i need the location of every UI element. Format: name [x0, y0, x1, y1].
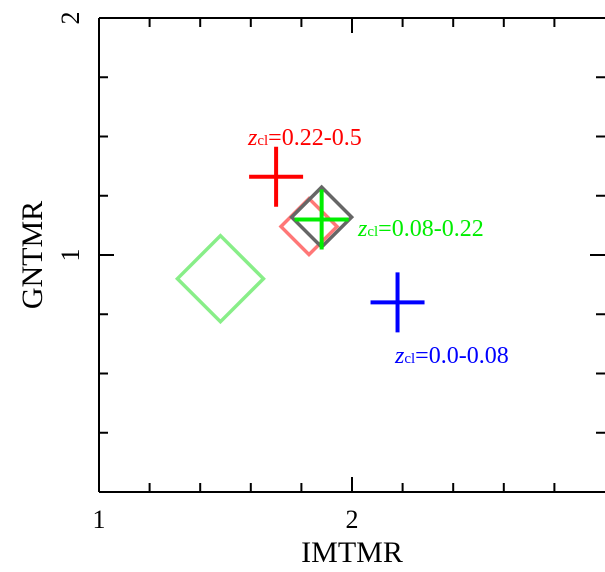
- series-label-range: =0.08-0.22: [378, 216, 484, 242]
- diamond-marker: [174, 233, 266, 325]
- y-axis-label: GNTMR: [16, 201, 49, 309]
- series-label: zcl=0.22-0.5: [247, 125, 362, 151]
- series-label: zcl=0.0-0.08: [394, 343, 509, 369]
- tick-labels: 1 2 1 2: [56, 12, 359, 535]
- x-axis-label: IMTMR: [301, 536, 403, 569]
- series-label-prefix: z: [394, 343, 405, 369]
- series-label: zcl=0.08-0.22: [357, 216, 484, 242]
- series-label-subscript: cl: [367, 224, 378, 240]
- series-label-prefix: z: [247, 125, 258, 151]
- series-label-range: =0.0-0.08: [415, 343, 509, 369]
- series-label-subscript: cl: [257, 133, 268, 149]
- plot-frame: [98, 17, 605, 493]
- series-label-prefix: z: [357, 216, 368, 242]
- x-tick-label: 2: [346, 505, 359, 534]
- series-label-range: =0.22-0.5: [268, 125, 362, 151]
- plus-markers: [249, 146, 425, 333]
- y-tick-label: 1: [56, 249, 85, 262]
- series-label-subscript: cl: [404, 351, 415, 367]
- axis-ticks: [99, 17, 605, 492]
- x-tick-label: 1: [93, 505, 106, 534]
- diamond-marker: [278, 196, 340, 258]
- y-tick-label: 2: [56, 12, 85, 25]
- diamond-markers: [174, 184, 355, 325]
